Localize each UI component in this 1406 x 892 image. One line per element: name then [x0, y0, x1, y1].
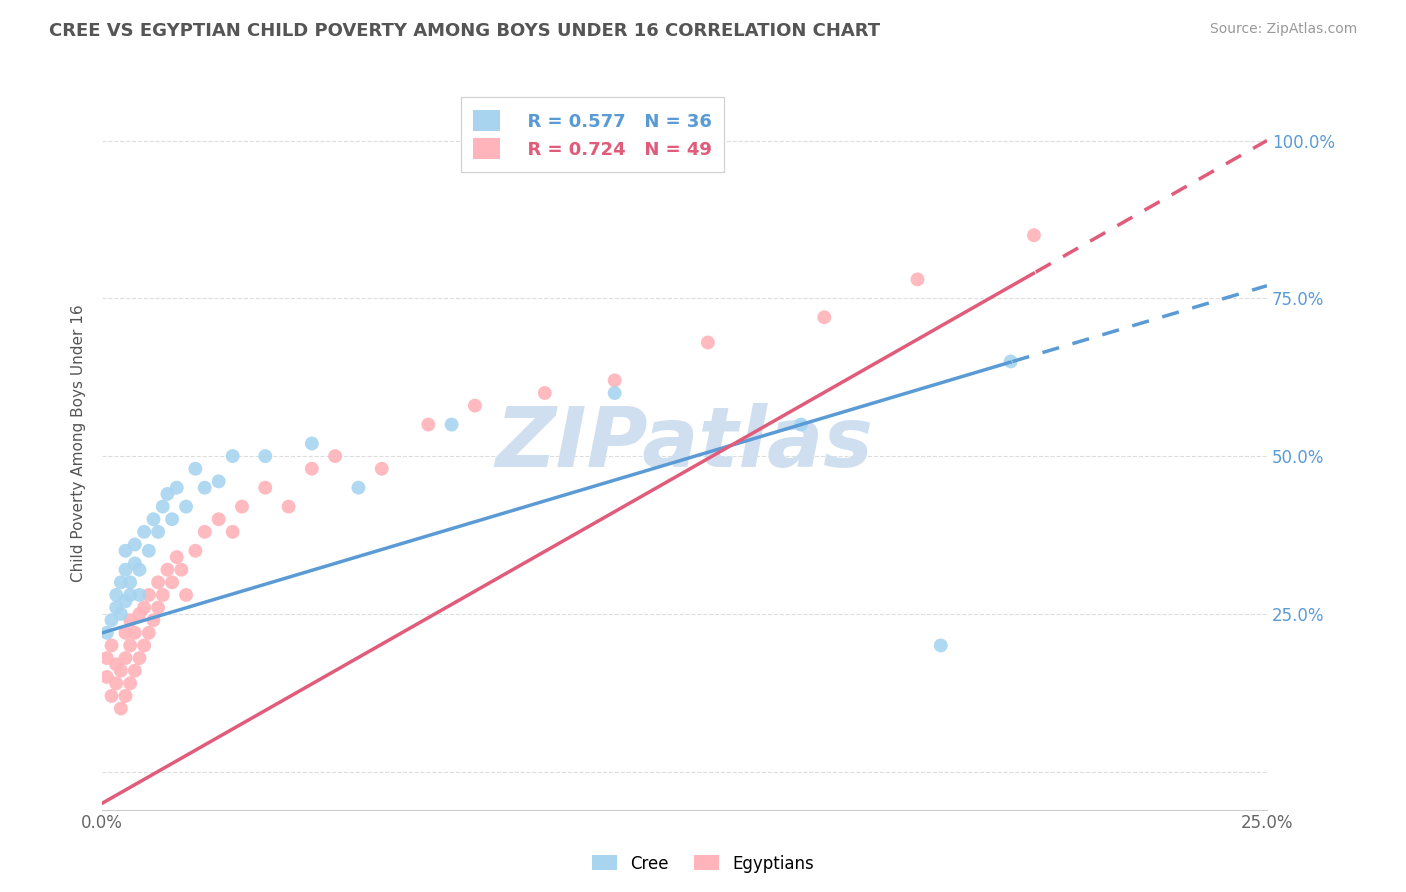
- Point: [790, 417, 813, 432]
- Point: [194, 481, 217, 495]
- Text: Source: ZipAtlas.com: Source: ZipAtlas.com: [1209, 22, 1357, 37]
- Text: CREE VS EGYPTIAN CHILD POVERTY AMONG BOYS UNDER 16 CORRELATION CHART: CREE VS EGYPTIAN CHILD POVERTY AMONG BOY…: [49, 22, 880, 40]
- Point: [124, 664, 146, 678]
- Point: [96, 625, 118, 640]
- Point: [114, 543, 136, 558]
- Point: [120, 676, 142, 690]
- Point: [105, 657, 128, 672]
- Point: [347, 481, 370, 495]
- Point: [464, 399, 486, 413]
- Legend:   R = 0.577   N = 36,   R = 0.724   N = 49: R = 0.577 N = 36, R = 0.724 N = 49: [461, 97, 724, 171]
- Point: [184, 543, 207, 558]
- Point: [124, 537, 146, 551]
- Point: [128, 563, 150, 577]
- Point: [128, 607, 150, 621]
- Point: [166, 550, 188, 565]
- Point: [100, 639, 122, 653]
- Point: [160, 575, 183, 590]
- Point: [813, 310, 835, 325]
- Point: [254, 449, 277, 463]
- Point: [156, 563, 179, 577]
- Point: [174, 588, 197, 602]
- Point: [120, 575, 142, 590]
- Text: ZIPatlas: ZIPatlas: [496, 403, 873, 484]
- Point: [603, 373, 626, 387]
- Point: [208, 512, 231, 526]
- Point: [166, 481, 188, 495]
- Point: [110, 607, 132, 621]
- Point: [194, 524, 217, 539]
- Point: [929, 639, 952, 653]
- Point: [124, 625, 146, 640]
- Point: [96, 651, 118, 665]
- Point: [146, 575, 169, 590]
- Point: [301, 436, 323, 450]
- Point: [146, 524, 169, 539]
- Point: [907, 272, 929, 286]
- Point: [301, 461, 323, 475]
- Point: [170, 563, 193, 577]
- Point: [231, 500, 253, 514]
- Point: [160, 512, 183, 526]
- Point: [184, 461, 207, 475]
- Point: [114, 594, 136, 608]
- Point: [221, 449, 243, 463]
- Point: [142, 512, 165, 526]
- Point: [134, 639, 156, 653]
- Point: [105, 600, 128, 615]
- Y-axis label: Child Poverty Among Boys Under 16: Child Poverty Among Boys Under 16: [72, 305, 86, 582]
- Point: [96, 670, 118, 684]
- Point: [533, 386, 555, 401]
- Point: [138, 588, 160, 602]
- Point: [114, 689, 136, 703]
- Point: [100, 689, 122, 703]
- Point: [110, 575, 132, 590]
- Point: [1000, 354, 1022, 368]
- Point: [128, 588, 150, 602]
- Point: [120, 639, 142, 653]
- Point: [128, 651, 150, 665]
- Point: [371, 461, 394, 475]
- Point: [277, 500, 299, 514]
- Point: [138, 543, 160, 558]
- Point: [120, 588, 142, 602]
- Point: [221, 524, 243, 539]
- Point: [152, 500, 174, 514]
- Point: [105, 676, 128, 690]
- Point: [1022, 228, 1045, 243]
- Point: [110, 664, 132, 678]
- Point: [105, 588, 128, 602]
- Point: [142, 613, 165, 627]
- Point: [114, 563, 136, 577]
- Point: [440, 417, 463, 432]
- Point: [114, 625, 136, 640]
- Point: [134, 600, 156, 615]
- Legend: Cree, Egyptians: Cree, Egyptians: [585, 848, 821, 880]
- Point: [134, 524, 156, 539]
- Point: [418, 417, 440, 432]
- Point: [138, 625, 160, 640]
- Point: [124, 557, 146, 571]
- Point: [110, 701, 132, 715]
- Point: [100, 613, 122, 627]
- Point: [208, 475, 231, 489]
- Point: [323, 449, 346, 463]
- Point: [146, 600, 169, 615]
- Point: [254, 481, 277, 495]
- Point: [114, 651, 136, 665]
- Point: [120, 613, 142, 627]
- Point: [152, 588, 174, 602]
- Point: [603, 386, 626, 401]
- Point: [156, 487, 179, 501]
- Point: [174, 500, 197, 514]
- Point: [696, 335, 718, 350]
